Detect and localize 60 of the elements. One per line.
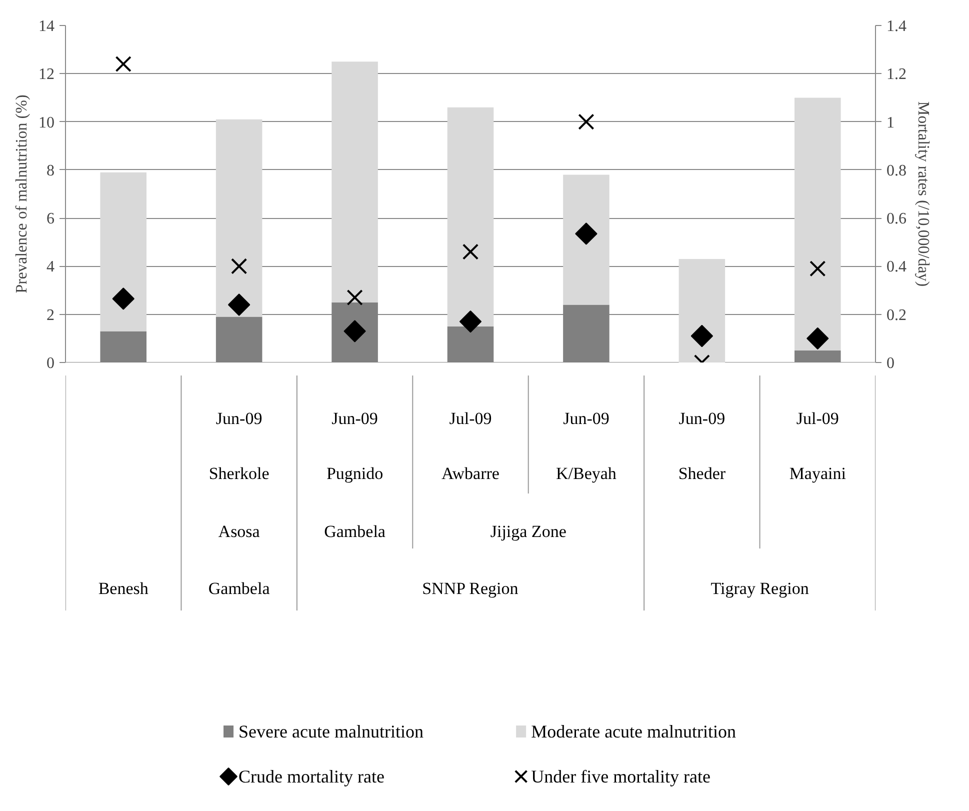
point: [806, 327, 829, 350]
point: [112, 288, 134, 310]
text: Jun-09: [216, 409, 262, 428]
text: Jun-09: [678, 409, 726, 428]
bar: [563, 174, 610, 305]
point: [228, 294, 250, 316]
y-axis-title: Prevalence of malnutrition (%): [14, 94, 30, 294]
x-tick-label: Sheder: [678, 464, 726, 483]
point: [810, 260, 826, 277]
y-tick-label: 10: [38, 114, 54, 132]
y-tick-label: 4: [46, 258, 54, 276]
x-tick-label: Mayaini: [789, 464, 846, 483]
text: Jun-09: [332, 409, 378, 428]
y2-tick-label: 1.4: [886, 18, 906, 35]
text: Benesh: [98, 579, 149, 598]
y-tick-label: 2: [46, 306, 54, 324]
y2-tick-label: 1.2: [886, 66, 906, 84]
bar: [678, 258, 726, 362]
x-tick-label: Sherkole: [208, 464, 270, 483]
bar: [216, 119, 262, 317]
x-tick-label: Pugnido: [326, 464, 384, 483]
y2-tick-label: 0.8: [886, 162, 906, 180]
text: Jijiga Zone: [490, 522, 566, 541]
y-tick-label: 12: [38, 66, 54, 84]
text: Gambela: [208, 579, 270, 598]
y2-axis-title: Mortality rates (/10,000/day): [914, 101, 932, 287]
legend-label: Under five mortality rate: [531, 766, 711, 786]
y2-tick-label: 0.2: [886, 306, 906, 324]
x-tick-label: K/Beyah: [556, 464, 617, 483]
text: Jul-09: [796, 409, 839, 428]
y-tick-label: 8: [46, 162, 54, 180]
legend-label: Severe acute malnutrition: [238, 722, 424, 742]
point: [690, 324, 714, 348]
bar: [794, 98, 841, 350]
y2-tick-label: 0.4: [886, 258, 906, 276]
point: [462, 244, 479, 260]
bar: [447, 107, 494, 326]
legend-label: Crude mortality rate: [238, 766, 384, 786]
point: [578, 114, 594, 130]
text: Jun-09: [563, 409, 610, 428]
text: Asosa: [218, 522, 260, 541]
text: SNNP Region: [422, 579, 519, 598]
text: Gambela: [324, 522, 386, 541]
text: Tigray Region: [710, 579, 810, 598]
bar: [332, 62, 378, 302]
point: [575, 222, 598, 245]
legend-label: Moderate acute malnutrition: [531, 722, 736, 742]
y2-tick-label: 1: [886, 114, 894, 132]
point: [115, 56, 132, 72]
point: [346, 289, 363, 306]
y-tick-label: 6: [46, 210, 54, 228]
point: [459, 310, 482, 333]
bar: [100, 172, 146, 332]
y2-tick-label: 0.6: [886, 210, 906, 228]
text: Jul-09: [449, 409, 492, 428]
x-tick-label: Awbarre: [442, 464, 500, 483]
y-tick-label: 14: [38, 18, 54, 35]
y-tick-label: 0: [46, 355, 54, 372]
point: [231, 258, 248, 274]
y2-tick-label: 0: [886, 355, 894, 372]
